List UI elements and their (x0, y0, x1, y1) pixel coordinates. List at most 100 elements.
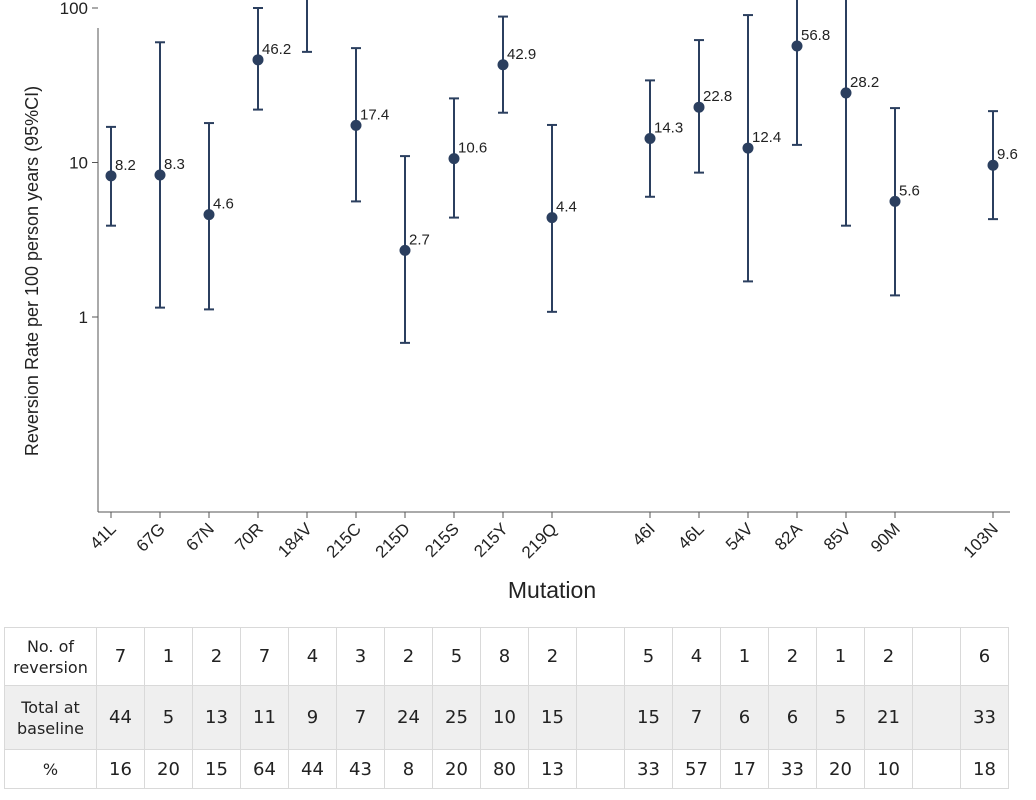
x-tick-label: 215D (372, 519, 414, 561)
table-cell: 33 (960, 685, 1009, 750)
table-cell: 7 (240, 627, 289, 686)
table-cell: 8 (480, 627, 529, 686)
table-cell (576, 749, 625, 789)
y-tick-label: 100 (60, 0, 88, 18)
table-cell: 13 (192, 685, 241, 750)
x-axis-title: Mutation (508, 577, 596, 603)
table-cell: 64 (240, 749, 289, 789)
point-marker (889, 195, 901, 207)
table-cell (576, 685, 625, 750)
table-cell: 44 (288, 749, 337, 789)
y-tick-label: 10 (69, 154, 88, 173)
row-header: Total at baseline (4, 685, 97, 750)
table-cell: 5 (432, 627, 481, 686)
data-point-82A: 56.8 (791, 0, 830, 146)
row-header: % (4, 749, 97, 789)
point-marker (693, 101, 705, 113)
data-label: 4.6 (213, 196, 234, 213)
row-total-baseline: Total at baseline 44 5 13 11 9 7 24 25 10 15 15 7 6 6 5 2… (4, 685, 1009, 750)
x-tick-label: 215Y (470, 519, 512, 561)
table-cell: 2 (768, 627, 817, 686)
data-point-219Q: 4.4 (546, 123, 577, 313)
data-point-70R: 46.2 (252, 7, 291, 111)
reversion-summary-table: No. of reversion 7 1 2 7 4 3 2 5 8 2 5 4 1 2 1 2 6 Total at… (4, 627, 1009, 789)
data-point-103N: 9.6 (987, 110, 1018, 221)
data-point-41L: 8.2 (105, 125, 136, 227)
x-tick-label: 82A (771, 519, 806, 554)
data-label: 5.6 (899, 182, 920, 199)
point-marker (154, 169, 166, 181)
table-cell: 8 (384, 749, 433, 789)
point-marker (399, 244, 411, 256)
table-cell: 5 (624, 627, 673, 686)
data-label: 46.2 (262, 41, 291, 58)
data-point-90M: 5.6 (889, 107, 920, 297)
table-cell: 80 (480, 749, 529, 789)
table-cell: 5 (816, 685, 865, 750)
data-label: 17.4 (360, 106, 389, 123)
data-point-54V: 12.4 (742, 14, 781, 283)
data-label: 10.6 (458, 140, 487, 157)
data-point-215D: 2.7 (399, 155, 430, 344)
y-tick-label: 1 (79, 308, 88, 327)
data-label: 28.2 (850, 74, 879, 91)
x-tick-label: 219Q (518, 519, 561, 562)
table-cell: 9 (288, 685, 337, 750)
x-tick-label: 67G (133, 519, 169, 555)
table-cell (912, 685, 961, 750)
data-label: 56.8 (801, 27, 830, 44)
point-marker (791, 40, 803, 52)
data-point-215Y: 42.9 (497, 15, 536, 114)
x-tick-label: 46I (629, 519, 659, 549)
point-marker (546, 212, 558, 224)
point-marker (448, 153, 460, 165)
table-cell: 7 (336, 685, 385, 750)
x-tick-label: 67N (182, 519, 217, 554)
data-point-46I: 14.3 (644, 79, 683, 198)
table-cell: 18 (960, 749, 1009, 789)
table-cell: 20 (816, 749, 865, 789)
row-reversions: No. of reversion 7 1 2 7 4 3 2 5 8 2 5 4 1 2 1 2 6 (4, 627, 1009, 686)
data-label: 14.3 (654, 120, 683, 137)
point-marker (987, 159, 999, 171)
x-tick-label: 90M (867, 519, 904, 556)
table-cell: 16 (96, 749, 145, 789)
data-label: 8.2 (115, 157, 136, 174)
data-label: 2.7 (409, 231, 430, 248)
table-cell: 2 (384, 627, 433, 686)
point-marker (742, 142, 754, 154)
x-tick-label: 103N (960, 519, 1002, 561)
table-cell: 17 (720, 749, 769, 789)
table-cell: 57 (672, 749, 721, 789)
data-point-215C: 17.4 (350, 47, 389, 203)
table-cell (912, 627, 961, 686)
data-label: 8.3 (164, 156, 185, 173)
table-cell: 10 (864, 749, 913, 789)
table-cell: 24 (384, 685, 433, 750)
point-marker (252, 54, 264, 66)
table-cell: 44 (96, 685, 145, 750)
plot-area: 8.2 8.3 4.6 46.2 174.0 17.4 2.7 10.6 42.9 4.4 14.3… (105, 0, 1018, 344)
data-point-67N: 4.6 (203, 122, 234, 311)
table-cell: 2 (864, 627, 913, 686)
table-cell: 7 (96, 627, 145, 686)
table-cell: 15 (624, 685, 673, 750)
table-cell: 15 (192, 749, 241, 789)
point-marker (840, 87, 852, 99)
data-label: 22.8 (703, 88, 732, 105)
y-axis: 110100600 (60, 0, 99, 512)
table-cell: 20 (144, 749, 193, 789)
x-tick-label: 70R (231, 519, 266, 554)
x-tick-label: 215S (421, 519, 463, 561)
table-cell: 6 (768, 685, 817, 750)
x-tick-label: 85V (820, 519, 855, 554)
table-cell: 4 (288, 627, 337, 686)
data-point-184V: 174.0 (302, 0, 312, 53)
data-label: 42.9 (507, 46, 536, 63)
table-cell (912, 749, 961, 789)
table-cell: 21 (864, 685, 913, 750)
data-label: 9.6 (997, 146, 1018, 163)
x-axis: 41L 67G 67N 70R 184V 215C 215D 215S 215Y 219Q 46I 4… (86, 511, 1010, 562)
data-point-67G: 8.3 (154, 41, 185, 309)
table-cell: 1 (144, 627, 193, 686)
